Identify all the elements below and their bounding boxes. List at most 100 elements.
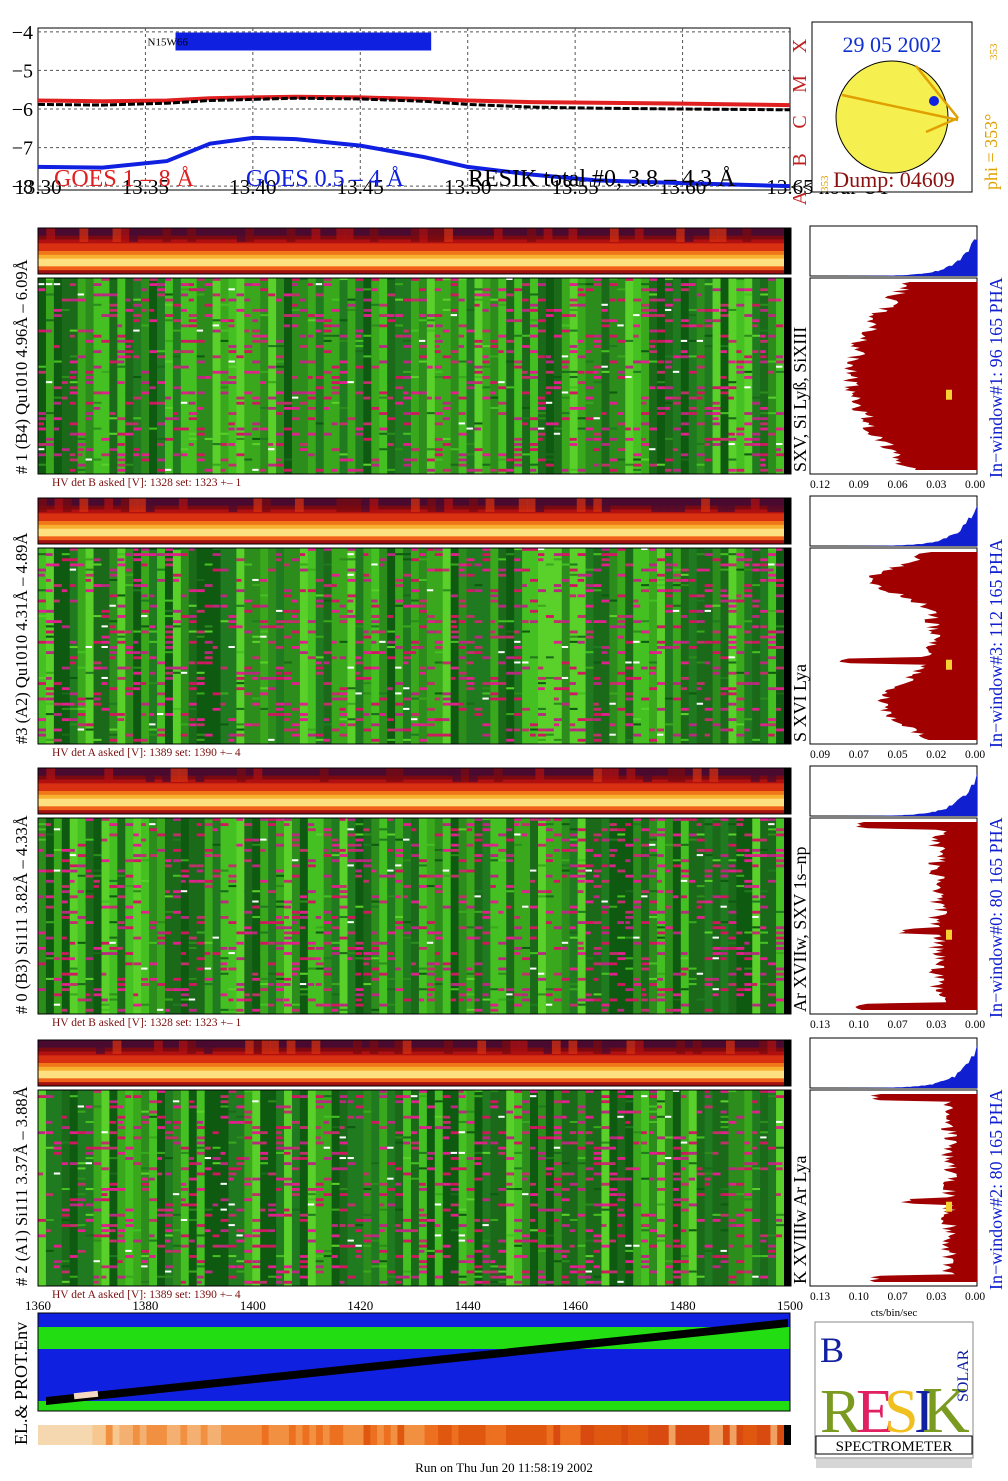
run-footer: Run on Thu Jun 20 11:58:19 2002 <box>415 1460 593 1475</box>
heatmap-strip <box>38 498 785 545</box>
goes-x-tick: 13.40 <box>229 175 276 199</box>
window-marker <box>946 1201 952 1212</box>
phi-label: phi = 353° <box>981 114 1001 190</box>
temp-strip-end <box>784 1425 791 1445</box>
spectrum-tick: 0.09 <box>810 749 830 761</box>
logo-letter-r: R <box>820 1378 862 1446</box>
spectrum-tick: 0.03 <box>926 1019 946 1031</box>
wavelength-range-label: # 2 (A1) Si111 3.37Å – 3.88Å <box>12 1086 31 1286</box>
spectral-panel-0: HV det B asked [V]: 1328 set: 1323 +– 1 #… <box>12 765 1006 1031</box>
resik-logo: B R E S I K SOLAR SPECTROMETER <box>814 1321 974 1468</box>
env-ramp-line <box>46 1319 788 1405</box>
ion-label: SXV, Si Lyß, SiXIII <box>790 327 810 472</box>
goes-short-series <box>37 135 791 189</box>
goes-y-tick: −7 <box>12 138 33 160</box>
logo-letter-k: K <box>922 1374 970 1447</box>
map-marker <box>784 818 791 1014</box>
spectrum-units: cts/bin/sec <box>871 1307 918 1319</box>
goes-x-tick: 13.50 <box>444 175 491 199</box>
goes-short-legend: GOES 0.5 – 4 Å <box>246 166 405 192</box>
goes-long-legend: GOES 1 – 8 Å <box>54 166 195 192</box>
observation-date: 29 05 2002 <box>843 32 942 57</box>
seconds-tick: 1380 <box>132 1298 158 1313</box>
heatmap-frame <box>37 497 792 545</box>
sun-disk <box>835 60 949 174</box>
heatmap-strip <box>38 1040 784 1087</box>
flare-class-letter: C <box>789 115 811 128</box>
spectrum-tick: 0.03 <box>926 1291 946 1303</box>
env-label: EL.& PROT.Env <box>11 1322 31 1445</box>
active-region-bar <box>175 32 432 51</box>
spectrum-tick: 0.00 <box>965 1019 985 1031</box>
wavelength-range-label: # 1 (B4) Qu1010 4.96Å – 6.09Å <box>12 259 31 474</box>
seconds-tick: 1500 <box>777 1298 803 1313</box>
flare-class-letter: X <box>789 38 811 53</box>
spectrum-tick: 0.07 <box>887 1291 907 1303</box>
spectrum-tick: 0.02 <box>926 749 946 761</box>
strip-marker <box>784 768 791 814</box>
spectral-panels: HV det B asked [V]: 1328 set: 1323 +– 1 #… <box>12 225 1006 1319</box>
flare-class-letter: A <box>789 190 811 205</box>
in-window-label: In−window#2: 80 165 PHA <box>986 1089 1006 1290</box>
hv-label: HV det A asked [V]: 1389 set: 1390 +– 4 <box>52 1289 241 1301</box>
phi-small-bottom: 353 <box>819 175 831 192</box>
goes-y-tick: −5 <box>12 60 33 82</box>
resik-total-series <box>37 96 791 112</box>
map-frame <box>37 547 792 745</box>
sun-position-panel: 29 05 2002 Dump: 04609 phi = 353° 353 35… <box>811 21 1001 193</box>
spectrum-profile <box>869 1094 977 1282</box>
env-ramp-highlight <box>73 1390 99 1400</box>
window-marker <box>946 929 952 940</box>
logo-word: SPECTROMETER <box>836 1439 953 1455</box>
hv-label: HV det A asked [V]: 1389 set: 1390 +– 4 <box>52 747 241 759</box>
env-blue-top <box>38 1313 790 1327</box>
seconds-tick: 1460 <box>562 1298 588 1313</box>
dump-number: Dump: 04609 <box>833 167 955 192</box>
spectrum-tick: 0.12 <box>810 479 830 491</box>
spectral-panel-1: HV det B asked [V]: 1328 set: 1323 +– 1 #… <box>12 225 1006 491</box>
heatmap-strip <box>38 228 784 275</box>
spectrum-tick: 0.06 <box>887 479 907 491</box>
pha-histogram <box>810 239 977 276</box>
flare-location-dot <box>929 96 939 106</box>
map-marker <box>784 278 791 474</box>
hv-label: HV det B asked [V]: 1328 set: 1323 +– 1 <box>52 477 242 489</box>
spectrum-tick: 0.13 <box>810 1291 830 1303</box>
phi-small-right: 353 <box>988 43 1000 60</box>
spectrum-tick: 0.05 <box>887 749 907 761</box>
environment-panel: 1360 1380 1400 1420 1440 1460 1480 1500 EL.& PR… <box>11 1298 803 1445</box>
spectrum-tick: 0.07 <box>849 749 869 761</box>
pointing-line <box>915 65 959 119</box>
sun-axis-line <box>841 93 959 122</box>
wavelength-range-label: #3 (A2) Qu1010 4.31Å – 4.89Å <box>12 533 31 744</box>
logo-word-band <box>815 1435 973 1455</box>
map-marker <box>784 548 791 744</box>
pha-histogram <box>810 773 977 816</box>
goes-x-tick: 13.35 <box>122 175 169 199</box>
heatmap-strip <box>38 768 784 815</box>
goes-x-tick: 13.30 <box>14 175 61 199</box>
logo-letter-s: S <box>884 1378 918 1446</box>
ion-label: K XVIIIw Ar Lya <box>790 1156 810 1284</box>
pha-histogram <box>810 1045 977 1088</box>
spectrum-tick: 0.03 <box>926 479 946 491</box>
spectrum-tick: 0.00 <box>965 749 985 761</box>
logo-solar: SOLAR <box>955 1349 972 1402</box>
goes-x-tick: 13.45 <box>337 175 384 199</box>
goes-y-tick-labels: −4 −5 −6 −7 −8 <box>12 22 33 198</box>
active-region-label: N15W66 <box>148 37 189 49</box>
flare-class-letter: M <box>789 75 811 93</box>
spectrum-tick: 0.13 <box>810 1019 830 1031</box>
in-window-label: In−window#1: 96 165 PHA <box>986 277 1006 478</box>
logo-frame <box>814 1321 974 1459</box>
goes-y-tick: −8 <box>12 176 33 198</box>
temperature-strip <box>38 1425 785 1445</box>
pointing-line-2 <box>925 116 959 134</box>
spectrum-tick: 0.07 <box>887 1019 907 1031</box>
spectral-panel-3: HV det A asked [V]: 1389 set: 1390 +– 4 #… <box>12 495 1006 761</box>
flare-class-scale: X M C B A <box>789 38 811 205</box>
spectrum-tick: 0.10 <box>849 1291 869 1303</box>
in-window-label: In−window#0: 80 165 PHA <box>986 817 1006 1018</box>
pha-histogram <box>810 505 977 546</box>
heatmap-frame <box>37 767 792 815</box>
